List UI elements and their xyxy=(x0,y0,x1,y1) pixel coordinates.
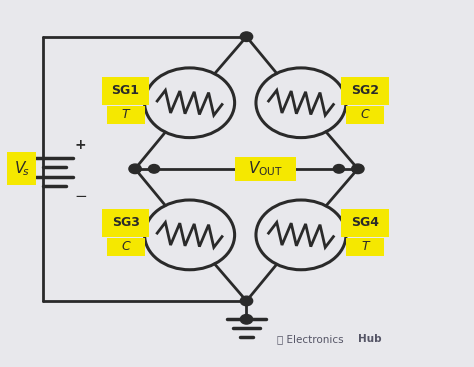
Circle shape xyxy=(333,164,345,173)
Text: −: − xyxy=(74,189,87,204)
Text: +: + xyxy=(75,138,86,152)
FancyBboxPatch shape xyxy=(346,106,384,124)
Text: T: T xyxy=(122,108,129,121)
FancyBboxPatch shape xyxy=(235,157,296,181)
Text: SG2: SG2 xyxy=(351,84,379,97)
Circle shape xyxy=(129,164,141,174)
Circle shape xyxy=(240,32,253,41)
Circle shape xyxy=(240,296,253,306)
Text: C: C xyxy=(361,108,369,121)
Circle shape xyxy=(148,164,160,173)
FancyBboxPatch shape xyxy=(107,106,145,124)
Circle shape xyxy=(240,315,253,324)
Text: T: T xyxy=(361,240,369,254)
Circle shape xyxy=(352,164,364,174)
Text: $V_{\!s}$: $V_{\!s}$ xyxy=(14,160,30,178)
Text: SG1: SG1 xyxy=(111,84,140,97)
FancyBboxPatch shape xyxy=(341,77,389,105)
FancyBboxPatch shape xyxy=(102,209,149,237)
FancyBboxPatch shape xyxy=(7,152,36,185)
Text: SG3: SG3 xyxy=(112,217,139,229)
Text: Hub: Hub xyxy=(358,334,382,345)
Text: ⎙ Electronics: ⎙ Electronics xyxy=(277,334,344,345)
FancyBboxPatch shape xyxy=(346,238,384,256)
Text: SG4: SG4 xyxy=(351,217,379,229)
FancyBboxPatch shape xyxy=(102,77,149,105)
Text: $V_{\mathsf{OUT}}$: $V_{\mathsf{OUT}}$ xyxy=(248,160,283,178)
FancyBboxPatch shape xyxy=(341,209,389,237)
FancyBboxPatch shape xyxy=(107,238,145,256)
Text: C: C xyxy=(121,240,130,254)
